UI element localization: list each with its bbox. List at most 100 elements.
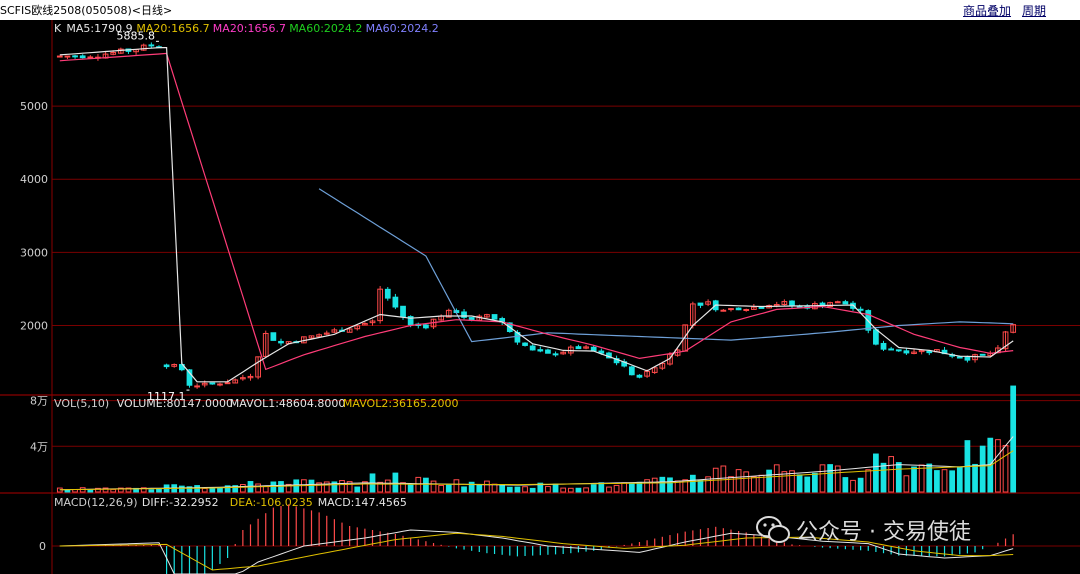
candle-body [323, 332, 330, 335]
price-extreme-label: 5885.8 [116, 29, 155, 42]
volume-bar [796, 474, 803, 493]
macd-diff-line [59, 529, 1014, 574]
volume-bar [209, 488, 216, 493]
volume-bar [125, 487, 132, 493]
volume-bar [224, 485, 231, 493]
volume-bar [331, 481, 338, 493]
volume-bar [804, 476, 811, 493]
volume-bar [270, 481, 277, 493]
candle-body [583, 346, 589, 349]
candle-body [720, 309, 727, 312]
volume-bar [956, 466, 963, 493]
candle-body [743, 309, 750, 312]
volume-bar [346, 481, 353, 493]
candle-body [491, 314, 498, 320]
volume-bar [735, 469, 742, 493]
volume-bar [461, 486, 467, 493]
volume-bar [819, 464, 826, 493]
volume-bar [453, 479, 460, 493]
candle-body [400, 305, 406, 318]
volume-bar [430, 480, 437, 493]
volume-bar [972, 463, 978, 493]
candle-body [1010, 324, 1017, 333]
volume-bar [407, 483, 414, 493]
volume-bar [156, 488, 162, 493]
candle-body [384, 288, 391, 299]
volume-bar [689, 474, 696, 493]
volume-bar [316, 482, 322, 493]
mavol2-line [59, 450, 1014, 491]
volume-bar [552, 483, 559, 493]
price-legend-item: MA20:1656.7 [213, 22, 286, 35]
candle-body [590, 346, 597, 352]
price-tick-label: 2000 [20, 320, 48, 333]
volume-bar [506, 486, 513, 493]
candle-body [423, 324, 429, 329]
candle-body [758, 306, 765, 309]
macd-legend-item: MACD:147.4565 [318, 496, 407, 509]
volume-legend-item: VOL(5,10) [54, 397, 109, 410]
candle-body [217, 383, 223, 386]
volume-bar [545, 485, 551, 493]
candle-body [316, 334, 322, 338]
volume-bar [95, 487, 101, 493]
candle-body [445, 309, 452, 318]
volume-bar [285, 483, 292, 493]
volume-bar [583, 487, 589, 493]
price-legend-item: MA5:1790.9 [66, 22, 132, 35]
price-extreme-label: 1117.1 [147, 390, 186, 403]
candle-body [697, 302, 704, 306]
candle-body [895, 349, 902, 352]
candle-body [1002, 331, 1009, 350]
candle-body [857, 308, 864, 311]
volume-bar [186, 486, 193, 493]
volume-legend-item: MAVOL1:48604.8000 [230, 397, 346, 410]
macd-dea-line [59, 532, 1014, 571]
volume-bar [499, 485, 506, 493]
candle-body [484, 314, 490, 318]
volume-bar [728, 476, 734, 493]
price-tick-label: 4000 [20, 173, 48, 186]
macd-tick-label: 0 [39, 540, 46, 553]
candle-body [270, 332, 277, 341]
volume-bar [926, 463, 933, 493]
volume-bar [140, 487, 147, 493]
volume-bar [750, 476, 757, 493]
candle-body [163, 364, 170, 368]
volume-bar [484, 480, 490, 493]
candle-body [224, 382, 231, 385]
volume-bar [888, 456, 895, 493]
volume-bar [636, 481, 643, 493]
candle-body [79, 55, 86, 59]
period-button[interactable]: 周期 [1022, 4, 1047, 18]
volume-bar [423, 477, 429, 493]
candle-body [750, 306, 757, 310]
volume-bar [362, 481, 368, 493]
candle-body [186, 369, 193, 386]
candle-body [834, 301, 841, 304]
candle-body [278, 340, 284, 344]
volume-bar [323, 481, 330, 493]
candle-body [377, 288, 384, 322]
volume-bar [308, 479, 315, 493]
candle-body [171, 364, 178, 367]
volume-bar [392, 472, 399, 493]
volume-bar [789, 470, 795, 493]
candle-body [911, 351, 917, 354]
volume-bar [64, 489, 71, 493]
candle-body [232, 379, 239, 384]
volume-bar [743, 471, 750, 493]
candle-body [735, 307, 742, 311]
volume-bar [705, 476, 711, 493]
candle-body [842, 301, 849, 305]
overlay-commodity-button[interactable]: 商品叠加 [963, 4, 1012, 18]
volume-bar [697, 479, 704, 493]
volume-bar [522, 486, 528, 493]
volume-bar [850, 479, 856, 493]
candle-body [880, 342, 887, 350]
volume-bar [339, 480, 345, 493]
price-legend-item: MA60:2024.2 [366, 22, 439, 35]
volume-bar [148, 489, 155, 493]
candle-body [705, 301, 711, 305]
